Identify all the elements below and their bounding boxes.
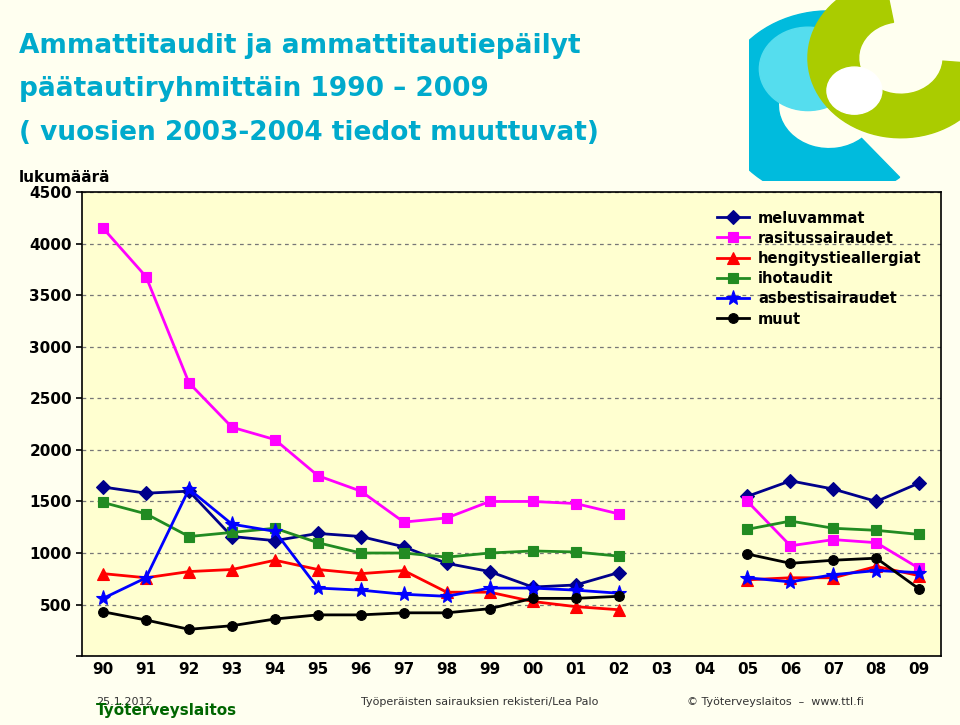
hengitystieallergiat — [140, 573, 152, 582]
hengitystieallergiat — [183, 567, 195, 576]
rasitussairaudet — [398, 518, 410, 526]
hengitystieallergiat — [398, 566, 410, 575]
muut — [527, 594, 539, 602]
ihotaudit — [97, 498, 108, 507]
muut — [227, 621, 238, 630]
Wedge shape — [719, 11, 900, 199]
meluvammat — [227, 532, 238, 541]
muut — [612, 592, 624, 601]
hengitystieallergiat — [269, 556, 280, 565]
rasitussairaudet — [612, 510, 624, 518]
rasitussairaudet — [312, 471, 324, 480]
meluvammat — [269, 536, 280, 545]
asbestisairaudet — [140, 573, 152, 582]
asbestisairaudet — [398, 590, 410, 599]
Text: lukumäärä: lukumäärä — [19, 170, 110, 186]
Text: Työperäisten sairauksien rekisteri/Lea Palo: Työperäisten sairauksien rekisteri/Lea P… — [361, 697, 599, 707]
muut — [312, 610, 324, 619]
hengitystieallergiat — [441, 588, 452, 597]
muut — [441, 608, 452, 617]
asbestisairaudet — [441, 592, 452, 601]
Line: ihotaudit: ihotaudit — [98, 497, 623, 562]
asbestisairaudet — [312, 584, 324, 592]
meluvammat — [183, 486, 195, 495]
meluvammat — [612, 568, 624, 577]
rasitussairaudet — [527, 497, 539, 506]
asbestisairaudet — [355, 586, 367, 594]
ihotaudit — [269, 524, 280, 533]
meluvammat — [140, 489, 152, 497]
rasitussairaudet — [484, 497, 495, 506]
asbestisairaudet — [269, 527, 280, 536]
muut — [269, 615, 280, 624]
hengitystieallergiat — [527, 597, 539, 606]
meluvammat — [355, 532, 367, 541]
asbestisairaudet — [612, 589, 624, 597]
ihotaudit — [484, 549, 495, 558]
muut — [97, 608, 108, 616]
asbestisairaudet — [484, 584, 495, 592]
rasitussairaudet — [227, 423, 238, 431]
Legend: meluvammat, rasitussairaudet, hengitystieallergiat, ihotaudit, asbestisairaudet,: meluvammat, rasitussairaudet, hengitysti… — [706, 199, 933, 339]
muut — [183, 625, 195, 634]
Text: Ammattitaudit ja ammattitautiepäilyt: Ammattitaudit ja ammattitautiepäilyt — [19, 33, 581, 59]
Text: ( vuosien 2003-2004 tiedot muuttuvat): ( vuosien 2003-2004 tiedot muuttuvat) — [19, 120, 599, 146]
meluvammat — [527, 583, 539, 592]
ihotaudit — [227, 528, 238, 536]
Line: meluvammat: meluvammat — [98, 482, 623, 592]
Wedge shape — [808, 0, 960, 138]
Text: 25.1.2012: 25.1.2012 — [96, 697, 153, 707]
muut — [484, 605, 495, 613]
Line: hengitystieallergiat: hengitystieallergiat — [98, 555, 624, 616]
asbestisairaudet — [97, 594, 108, 602]
hengitystieallergiat — [570, 602, 582, 611]
ihotaudit — [398, 549, 410, 558]
Line: rasitussairaudet: rasitussairaudet — [98, 223, 623, 527]
asbestisairaudet — [527, 584, 539, 592]
Line: asbestisairaudet: asbestisairaudet — [95, 481, 626, 606]
muut — [355, 610, 367, 619]
meluvammat — [97, 483, 108, 492]
rasitussairaudet — [97, 224, 108, 233]
rasitussairaudet — [570, 500, 582, 508]
ihotaudit — [312, 539, 324, 547]
ihotaudit — [570, 547, 582, 556]
muut — [570, 594, 582, 602]
hengitystieallergiat — [612, 605, 624, 614]
hengitystieallergiat — [227, 566, 238, 574]
muut — [140, 616, 152, 624]
meluvammat — [398, 542, 410, 551]
rasitussairaudet — [183, 378, 195, 387]
Line: muut: muut — [98, 592, 623, 634]
meluvammat — [570, 581, 582, 589]
hengitystieallergiat — [355, 569, 367, 578]
hengitystieallergiat — [312, 566, 324, 574]
ihotaudit — [140, 510, 152, 518]
asbestisairaudet — [570, 586, 582, 594]
hengitystieallergiat — [484, 588, 495, 597]
hengitystieallergiat — [97, 569, 108, 578]
ihotaudit — [355, 549, 367, 558]
Circle shape — [827, 67, 882, 115]
ihotaudit — [527, 547, 539, 555]
Circle shape — [759, 28, 856, 111]
meluvammat — [441, 559, 452, 568]
ihotaudit — [441, 552, 452, 561]
Text: Työterveyslaitos: Työterveyslaitos — [96, 703, 237, 718]
ihotaudit — [612, 552, 624, 560]
rasitussairaudet — [140, 273, 152, 281]
rasitussairaudet — [441, 513, 452, 522]
rasitussairaudet — [355, 486, 367, 495]
muut — [398, 608, 410, 617]
meluvammat — [484, 567, 495, 576]
asbestisairaudet — [183, 485, 195, 494]
Text: päätautiryhmittäin 1990 – 2009: päätautiryhmittäin 1990 – 2009 — [19, 76, 489, 102]
asbestisairaudet — [227, 520, 238, 529]
ihotaudit — [183, 532, 195, 541]
Text: © Työterveyslaitos  –  www.ttl.fi: © Työterveyslaitos – www.ttl.fi — [687, 697, 864, 707]
rasitussairaudet — [269, 435, 280, 444]
meluvammat — [312, 529, 324, 538]
